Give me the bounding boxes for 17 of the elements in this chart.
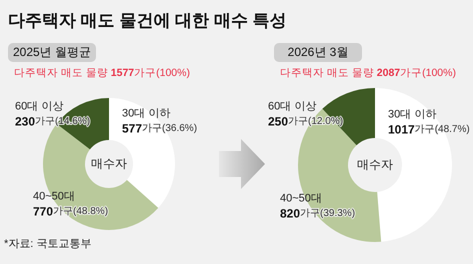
- text: 다주택자 매도 물량 1577가구(100%): [14, 66, 190, 80]
- chart-subtitle: 2026년 3월: [274, 43, 362, 62]
- text: 다주택자 매도 물량 2087가구(100%): [280, 66, 456, 80]
- slice-label: 60대 이상: [15, 100, 64, 112]
- text: 매수자: [91, 156, 127, 172]
- slice-label: 60대 이상: [268, 100, 316, 112]
- slice-label: 30대 이하: [388, 108, 436, 120]
- slice-label: 30대 이하: [122, 108, 170, 120]
- text: *자료: 국토교통부: [4, 237, 92, 251]
- data-label: 250가구(12.0%): [268, 114, 344, 128]
- data-label: 1017가구(48.7%): [388, 122, 470, 136]
- data-label: 577가구(36.6%): [122, 122, 198, 136]
- slice-label: 40~50대: [33, 190, 75, 202]
- chart-title: 다주택자 매도 물건에 대한 매수 특성: [8, 10, 287, 32]
- slice-label: 40~50대: [280, 192, 322, 204]
- text: 매수자: [357, 156, 393, 174]
- chart-subtitle: 2025년 월평균: [8, 43, 96, 62]
